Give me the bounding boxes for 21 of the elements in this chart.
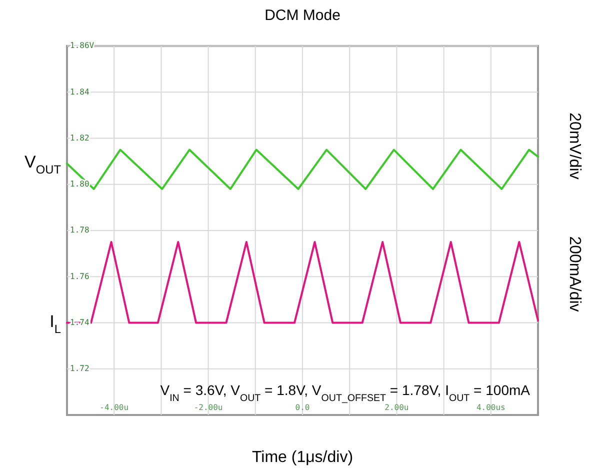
- x-tick-label: -4.00u: [100, 403, 129, 412]
- y-tick-label: 1.74: [70, 318, 90, 327]
- series-label: V$_{OUT}$: [24, 153, 61, 177]
- text: V$_{IN}$ = 3.6V, V$_{OUT}$ = 1.8V, V$_{OUT_OFFSET}$ = 1.78V, I$_{OUT}$ = 100mA: [160, 382, 530, 404]
- y-tick-label: 1.78: [70, 226, 90, 235]
- x-tick-label: 4.00us: [476, 403, 506, 412]
- x-tick-label: -2.00u: [194, 403, 223, 412]
- y-tick-label: 1.82: [70, 133, 90, 142]
- text: 200mA/div: [566, 236, 583, 312]
- y-tick-label: 1.86V: [70, 41, 94, 50]
- x-axis-title: Time (1μs/div): [252, 449, 354, 466]
- y-tick-label: 1.84: [70, 87, 90, 96]
- y-tick-label: 1.76: [70, 272, 90, 281]
- series-label: I$_{L}$: [50, 312, 62, 336]
- chart-title: DCM Mode: [264, 7, 340, 24]
- y-tick-label: 1.80: [70, 180, 90, 189]
- y-tick-label: 1.72: [70, 364, 90, 374]
- x-tick-label: 0.0: [295, 403, 310, 412]
- x-tick-label: 2.00u: [384, 403, 409, 412]
- text: 20mV/div: [566, 112, 583, 180]
- line-series: [66, 148, 539, 190]
